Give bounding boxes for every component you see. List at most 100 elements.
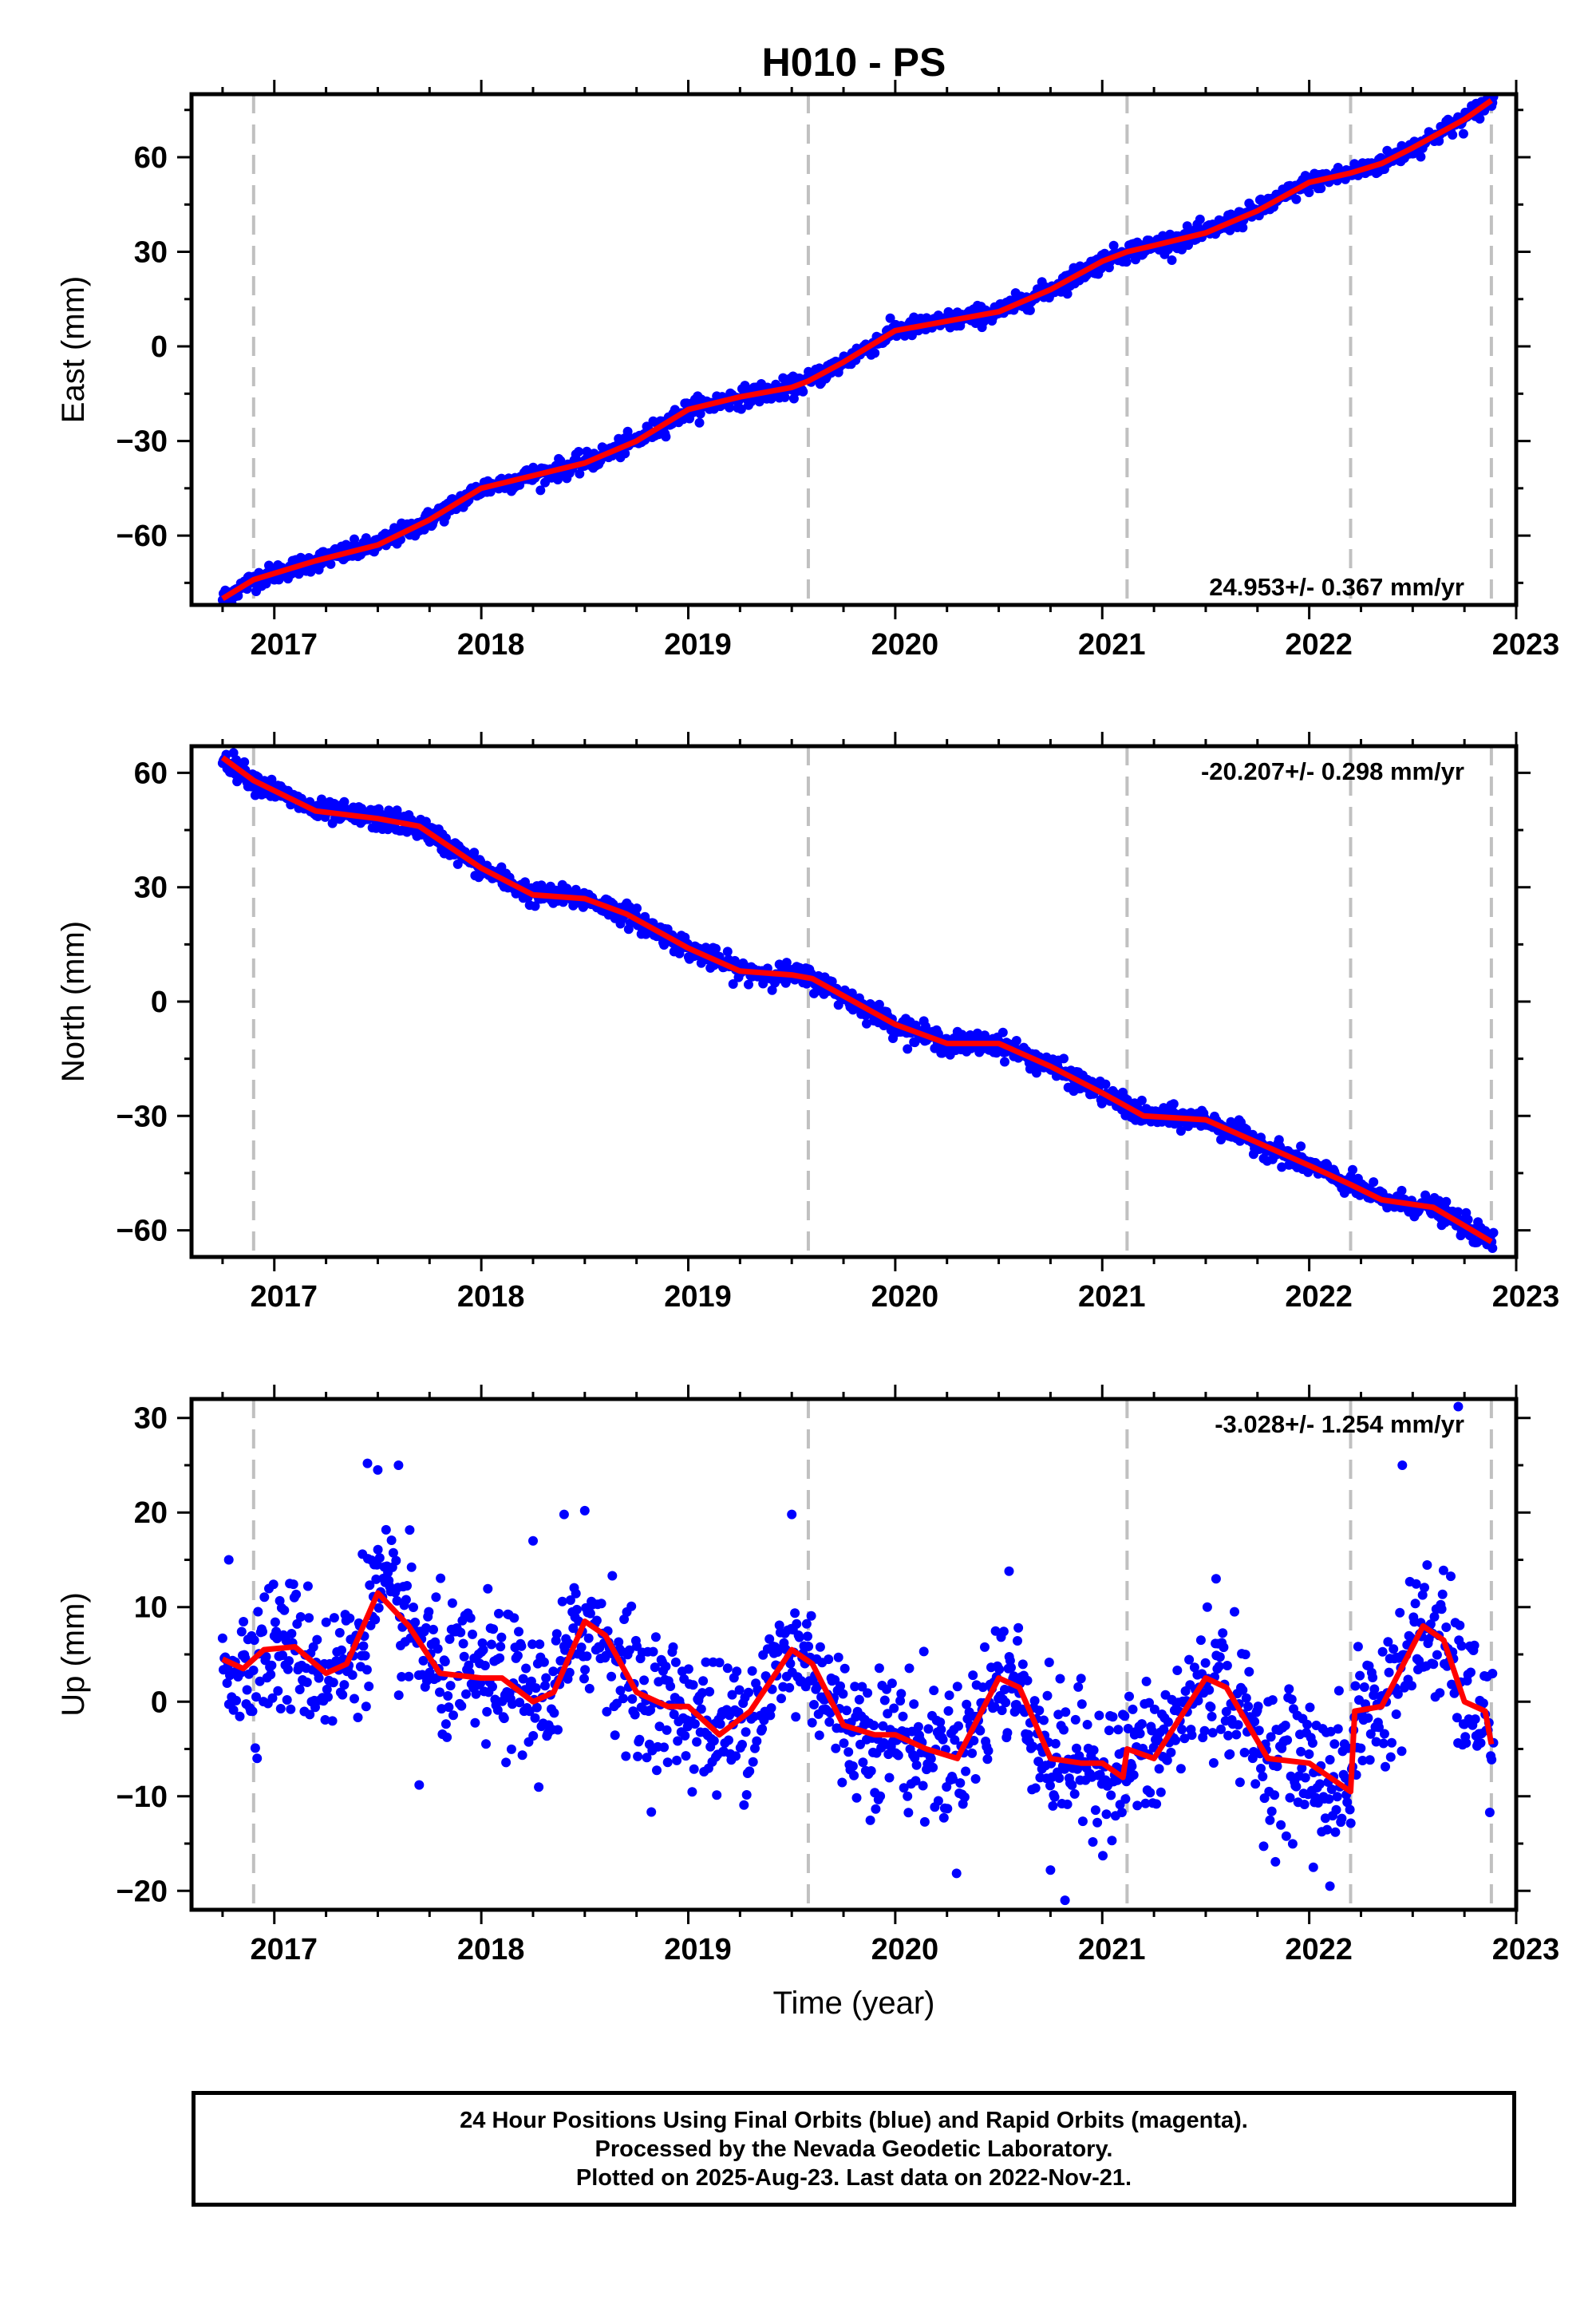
data-point <box>745 1766 755 1777</box>
data-point <box>748 1757 758 1767</box>
data-point <box>1238 1685 1248 1695</box>
data-point <box>1487 1669 1498 1678</box>
data-point <box>1256 1764 1266 1773</box>
data-point <box>288 1579 298 1590</box>
data-point <box>983 1745 994 1756</box>
data-point <box>1215 1652 1225 1662</box>
data-point <box>913 1721 923 1732</box>
data-point <box>1266 1806 1277 1816</box>
data-point <box>1184 1654 1195 1665</box>
data-point <box>295 1612 306 1622</box>
data-point <box>788 393 799 404</box>
data-point <box>1258 1841 1269 1852</box>
data-point <box>911 1776 921 1786</box>
data-point <box>1218 1628 1228 1638</box>
data-point <box>481 1739 491 1749</box>
data-point <box>1250 1779 1261 1789</box>
data-point <box>767 985 777 995</box>
data-point <box>267 774 277 785</box>
data-point <box>646 1807 657 1817</box>
chart-title: H010 - PS <box>762 40 946 85</box>
data-point <box>950 1735 960 1745</box>
data-point <box>847 988 857 998</box>
plot-frame <box>189 92 1519 607</box>
data-point <box>1355 1670 1365 1681</box>
data-point <box>1320 1813 1330 1824</box>
data-point <box>440 1657 450 1666</box>
data-point <box>935 1717 946 1727</box>
x-tick-label: 2020 <box>871 628 939 662</box>
data-point <box>899 1783 909 1793</box>
data-point <box>620 449 630 459</box>
data-point <box>480 1661 490 1670</box>
data-point <box>1028 1741 1038 1752</box>
data-point <box>1175 1126 1186 1136</box>
data-point <box>736 404 746 414</box>
x-tick-label: 2018 <box>457 628 525 662</box>
data-point <box>866 1766 876 1776</box>
data-point <box>322 1684 332 1694</box>
data-point <box>1337 1813 1347 1824</box>
data-point <box>936 1725 946 1735</box>
data-point <box>1074 1751 1084 1761</box>
data-point <box>579 1505 590 1516</box>
data-point <box>531 1683 541 1694</box>
data-point <box>831 1743 841 1753</box>
data-point <box>364 1682 374 1691</box>
data-point <box>362 1458 373 1468</box>
data-point <box>1123 1724 1133 1733</box>
data-point <box>622 426 633 437</box>
data-point <box>1258 1772 1268 1781</box>
data-point <box>1276 1820 1286 1830</box>
data-point <box>618 1694 628 1704</box>
data-point <box>744 979 753 990</box>
x-tick-label: 2023 <box>1492 1933 1560 1966</box>
data-point <box>1438 1565 1448 1575</box>
data-point <box>282 1664 293 1674</box>
data-point <box>1297 1763 1307 1773</box>
data-point <box>1108 1712 1118 1722</box>
data-point <box>435 1687 444 1697</box>
data-point <box>1098 1851 1108 1861</box>
y-tick-label: −10 <box>117 1780 168 1814</box>
data-point <box>697 1688 707 1698</box>
data-point <box>1076 1674 1086 1684</box>
data-point <box>401 1595 411 1605</box>
data-point <box>968 1670 978 1681</box>
data-point <box>1253 1701 1263 1712</box>
data-point <box>404 1671 414 1682</box>
data-point <box>305 1709 315 1720</box>
data-point <box>374 1553 385 1563</box>
data-point <box>619 1614 630 1624</box>
data-point <box>694 417 705 428</box>
data-point <box>323 1692 333 1702</box>
data-point <box>539 1657 549 1667</box>
data-point <box>689 1764 699 1774</box>
data-point <box>530 1713 540 1723</box>
panel-2: 2017 2018 2019 2020 2021 2022 2023 −60 −30 0 30 60 N… <box>56 732 1559 1314</box>
data-point <box>1030 1783 1041 1793</box>
x-tick-label: 2021 <box>1078 1280 1146 1314</box>
x-tick-label: 2017 <box>250 1933 318 1966</box>
data-point <box>1374 1722 1384 1733</box>
data-point <box>1090 1805 1100 1816</box>
data-point <box>568 1623 579 1634</box>
data-point <box>639 1675 650 1686</box>
data-point <box>898 1711 908 1721</box>
data-point <box>1302 1719 1313 1729</box>
data-point <box>1082 1720 1092 1729</box>
data-point <box>273 1686 283 1696</box>
data-point <box>1407 1681 1416 1691</box>
data-point <box>774 1620 784 1630</box>
data-point <box>982 1754 993 1765</box>
data-point <box>1039 1715 1049 1725</box>
data-point <box>980 1642 990 1652</box>
data-point <box>689 1719 700 1729</box>
data-point <box>1120 1711 1130 1721</box>
data-point <box>849 1770 859 1780</box>
data-point <box>1368 1673 1378 1682</box>
data-point <box>670 1657 681 1667</box>
data-point <box>266 1670 276 1680</box>
data-point <box>1059 1725 1069 1735</box>
data-point <box>1466 1667 1476 1678</box>
